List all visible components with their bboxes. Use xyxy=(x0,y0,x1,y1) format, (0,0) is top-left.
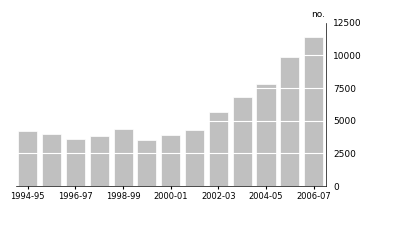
Text: no.: no. xyxy=(312,10,326,20)
Bar xyxy=(256,84,276,186)
Bar xyxy=(233,97,252,186)
Bar xyxy=(18,131,37,186)
Bar xyxy=(209,112,228,186)
Bar xyxy=(90,136,109,186)
Bar xyxy=(137,140,156,186)
Bar xyxy=(114,129,133,186)
Bar xyxy=(161,135,180,186)
Bar xyxy=(280,57,299,186)
Bar xyxy=(66,139,85,186)
Bar xyxy=(185,130,204,186)
Bar xyxy=(42,134,61,186)
Bar xyxy=(304,37,323,186)
